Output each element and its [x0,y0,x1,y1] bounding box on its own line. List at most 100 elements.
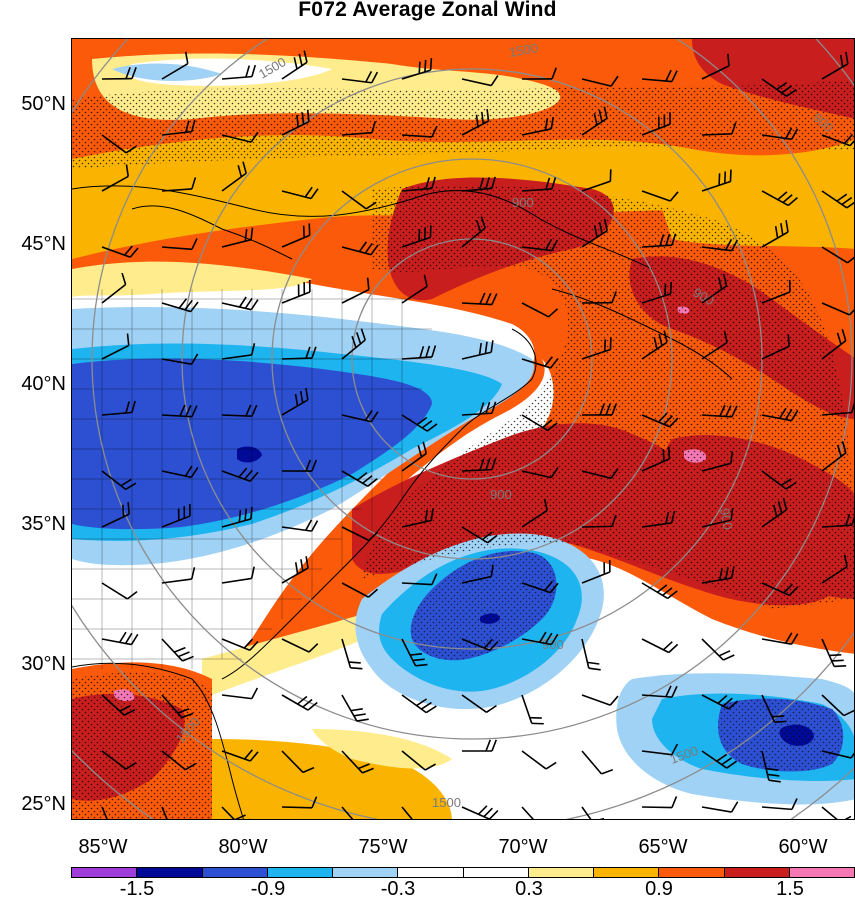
colorbar-segment-4 [333,868,399,877]
lon-label-80w: 80°W [218,836,268,858]
wind-barb [761,190,798,207]
wind-barb [341,806,354,819]
wind-barb [221,749,259,762]
wind-barb [281,279,311,304]
wind-barb [761,127,799,141]
wind-barb [761,220,789,248]
wind-barb [461,526,498,544]
wind-barb [101,750,137,770]
colorbar-segment-6 [463,868,529,877]
wind-barb [701,169,732,192]
wind-barb [581,75,619,87]
wind-barb [581,638,601,671]
pressure-contour [91,39,853,740]
wind-barb [461,739,498,752]
wind-barb [461,694,497,713]
wind-barb [521,498,548,528]
contour-label: 900 [512,195,534,210]
wind-barb [221,687,259,700]
wind-barb [101,631,139,646]
wind-barb [101,470,137,491]
wind-barb [101,67,137,80]
wind-barb [521,467,559,479]
wind-barbs [101,50,854,819]
wind-barb [521,806,535,819]
colorbar-label-neg0-3: -0.3 [380,878,416,900]
wind-barb [221,343,256,360]
wind-barb [221,467,259,483]
wind-barb [401,750,437,771]
wind-barb [701,451,734,472]
field-yellow-band-north [72,261,312,297]
wind-barb [281,638,319,653]
lat-label-25n: 25°N [21,793,66,815]
wind-barb [821,133,854,147]
wind-barb [581,291,617,304]
wind-barb [761,78,797,97]
wind-barb [281,750,315,774]
wind-barb [641,685,678,698]
wind-barb [701,566,735,584]
wind-barb [761,279,791,304]
wind-barb [281,556,309,584]
wind-barb [161,353,199,365]
wind-barb [461,401,497,416]
lat-label-40n: 40°N [21,373,66,395]
wind-barb [341,120,377,136]
lon-label-85w: 85°W [78,836,128,858]
wind-barb [581,750,614,775]
wind-barb [461,805,499,819]
wind-barb [401,806,413,819]
wind-barb [641,112,671,136]
contour-label: 900 [542,637,564,652]
coastline-north [72,185,653,270]
wind-barb [161,638,194,662]
colorbar-segment-1 [137,868,203,877]
wind-barb [221,566,255,584]
wind-barb [821,246,854,264]
wind-barb [521,238,559,252]
wind-barb [161,51,189,80]
wind-barb [461,75,499,87]
wind-barb [341,409,379,423]
wind-barb [701,238,739,252]
wind-barb [221,638,259,652]
wind-barb [401,694,437,714]
wind-barb [101,245,139,258]
coastline-lake [131,205,293,260]
wind-barb [641,412,679,428]
wind-barb [821,328,847,360]
wind-barb [521,414,558,432]
field-north-lightblue-patch [112,63,222,81]
wind-barb [341,71,379,84]
colorbar-segment-11 [789,868,854,877]
wind-barb [401,274,428,304]
wind-barb [581,806,605,819]
wind-barb [221,64,257,80]
wind-barb [101,400,136,416]
wind-barb [101,582,138,600]
wind-barb [641,69,678,83]
wind-barb [641,330,668,360]
wind-barb [521,116,555,136]
wind-barb [701,53,730,80]
wind-barb [281,796,318,809]
colorbar-segment-9 [659,868,725,877]
wind-barb [161,750,197,771]
colorbar-segment-0 [72,868,138,877]
wind-barb [761,632,799,645]
colorbar-segment-5 [398,868,464,877]
wind-barb [641,796,678,809]
wind-barb [161,177,197,192]
coastline-nova-scotia [551,288,733,380]
wind-barb [221,806,250,819]
wind-barb [401,125,438,138]
colorbar [71,867,855,878]
stipple-southwest [72,672,212,819]
wind-barb [161,694,194,719]
wind-barb [821,190,854,209]
lon-label-65w: 65°W [638,836,688,858]
field-white-channel [402,359,554,499]
wind-barb [221,227,254,248]
